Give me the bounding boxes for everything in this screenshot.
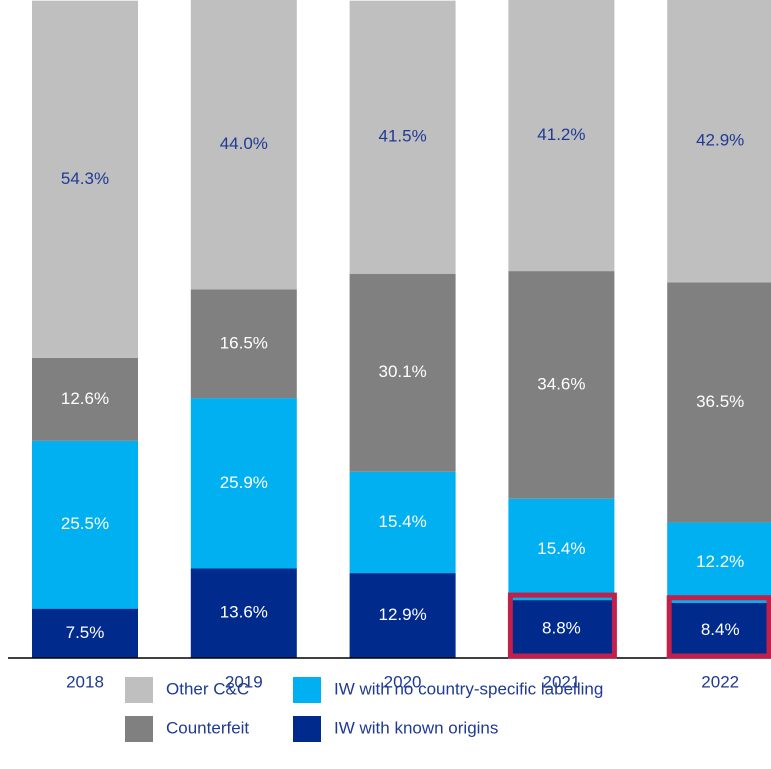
bar-segment — [349, 471, 456, 574]
bar-segment — [32, 608, 138, 658]
x-tick-label: 2022 — [701, 672, 739, 691]
bar-segment — [667, 0, 771, 283]
highlight-box — [507, 592, 617, 659]
legend-swatch — [125, 677, 153, 703]
legend-label: Counterfeit — [166, 718, 249, 737]
bar-segment — [667, 522, 771, 603]
bar-segment — [508, 271, 615, 499]
x-tick-label: 2019 — [225, 672, 263, 691]
x-tick-label: 2021 — [542, 672, 580, 691]
legend-swatch — [125, 716, 153, 742]
bar-segment — [349, 273, 456, 472]
legend-swatch — [293, 677, 321, 703]
bar-segment — [32, 0, 138, 358]
bar-segment — [667, 282, 771, 523]
bar-segment — [667, 602, 771, 658]
data-label: 7.5% — [66, 623, 105, 642]
data-label: 12.2% — [696, 552, 744, 571]
data-label: 42.9% — [696, 131, 744, 150]
legend-swatch — [293, 716, 321, 742]
bar-segment — [190, 398, 297, 569]
bar-segment — [349, 573, 456, 658]
x-tick-label: 2018 — [66, 672, 104, 691]
bar-segment — [190, 0, 297, 290]
legend-label: Other C&C — [166, 679, 249, 698]
data-label: 8.8% — [542, 619, 581, 638]
bar-segment — [349, 0, 456, 274]
data-label: 8.4% — [701, 620, 740, 639]
data-label: 25.9% — [220, 473, 268, 492]
bar-segment — [508, 600, 615, 658]
bar-segment — [190, 289, 297, 399]
data-label: 30.1% — [378, 362, 426, 381]
data-label: 36.5% — [696, 392, 744, 411]
bar-segment — [32, 440, 138, 609]
data-label: 15.4% — [537, 539, 585, 558]
data-label: 12.6% — [61, 389, 109, 408]
legend-label: IW with no country-specific labelling — [334, 679, 603, 698]
data-label: 41.2% — [537, 125, 585, 144]
data-label: 15.4% — [378, 512, 426, 531]
bar-segment — [190, 568, 297, 658]
data-label: 34.6% — [537, 374, 585, 393]
data-label: 41.5% — [378, 127, 426, 146]
data-label: 13.6% — [220, 603, 268, 622]
data-label: 16.5% — [220, 333, 268, 352]
legend-label: IW with known origins — [334, 718, 498, 737]
data-label: 12.9% — [378, 605, 426, 624]
x-tick-label: 2020 — [384, 672, 422, 691]
bar-segment — [508, 0, 615, 272]
data-label: 25.5% — [61, 514, 109, 533]
bar-segment — [508, 498, 615, 601]
data-label: 44.0% — [220, 134, 268, 153]
highlight-box — [666, 595, 771, 659]
bar-segment — [32, 357, 138, 441]
data-label: 54.3% — [61, 169, 109, 188]
